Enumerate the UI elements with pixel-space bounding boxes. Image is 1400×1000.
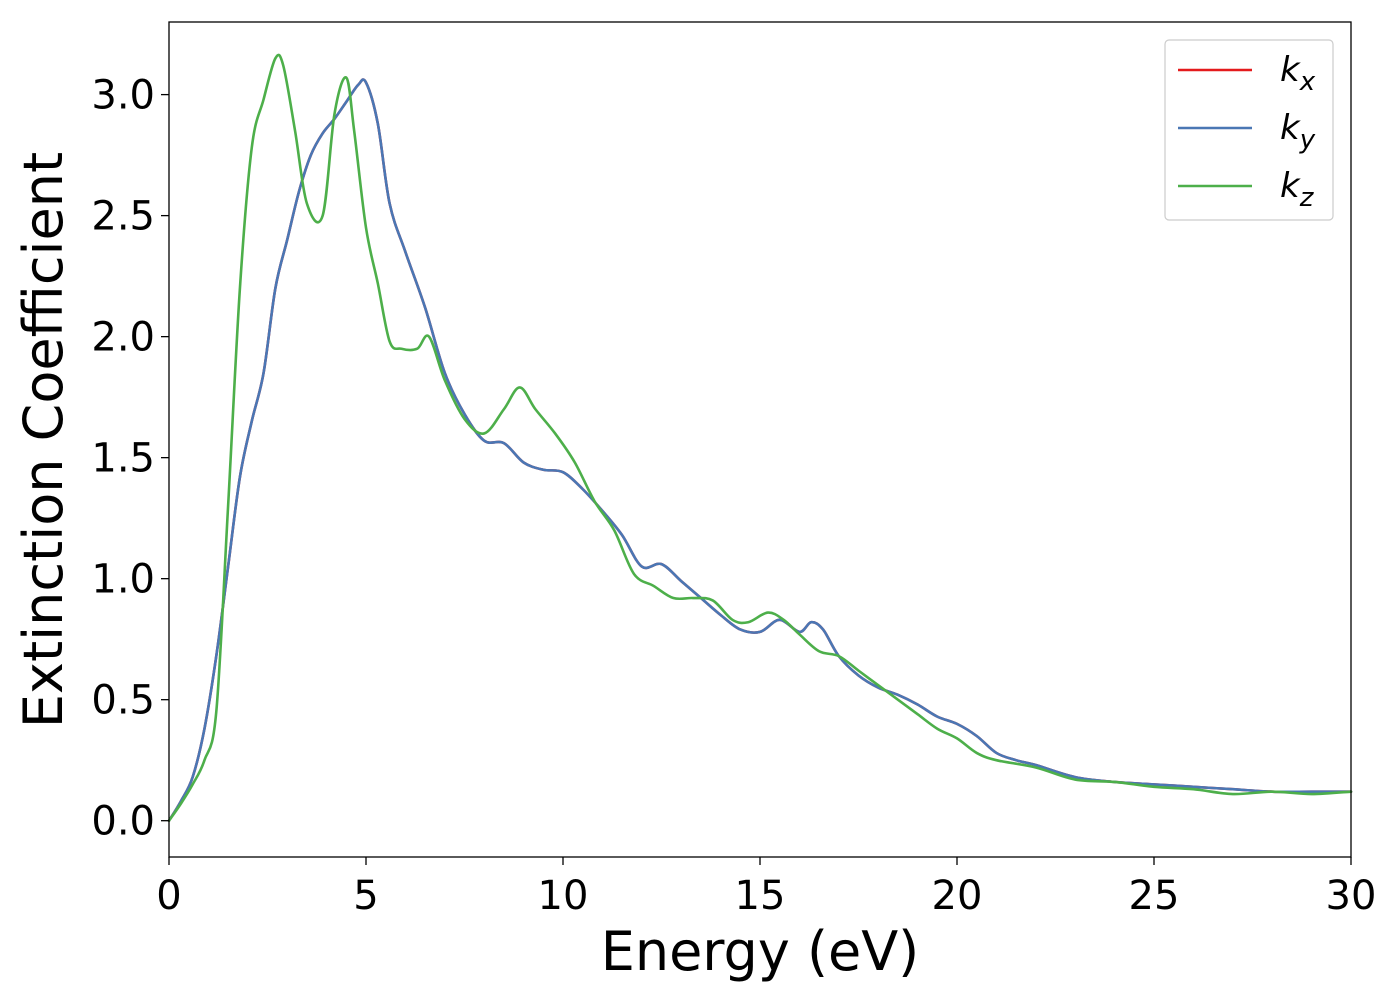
x-tick-label: 25 (1129, 873, 1180, 919)
series-line-z (167, 53, 1353, 822)
x-tick-label: 0 (156, 873, 181, 919)
x-tick-label: 5 (353, 873, 378, 919)
y-tick-label: 3.0 (91, 73, 155, 119)
legend-box (1164, 39, 1334, 221)
y-tick-label: 1.5 (91, 436, 155, 482)
y-tick-label: 1.0 (91, 557, 155, 603)
legend: kx ky kz (1164, 39, 1334, 221)
legend-label-z: kz (1280, 166, 1315, 213)
legend-label-x: kx (1280, 50, 1316, 97)
y-tick-label: 0.0 (91, 799, 155, 845)
x-tick-label: 30 (1326, 873, 1377, 919)
x-tick-label: 20 (932, 873, 983, 919)
legend-label-y: ky (1280, 108, 1316, 155)
y-tick-label: 2.0 (91, 315, 155, 361)
y-axis: 0.0 0.5 1.0 1.5 2.0 2.5 3.0 (91, 73, 169, 845)
y-tick-label: 2.5 (91, 194, 155, 240)
x-axis-title: Energy (eV) (601, 920, 920, 983)
series-layer (167, 53, 1353, 822)
y-tick-label: 0.5 (91, 678, 155, 724)
x-axis: 0 5 10 15 20 25 30 (156, 857, 1376, 919)
x-tick-label: 10 (538, 873, 589, 919)
y-axis-title: Extinction Coefficient (12, 152, 75, 728)
x-tick-label: 15 (735, 873, 786, 919)
